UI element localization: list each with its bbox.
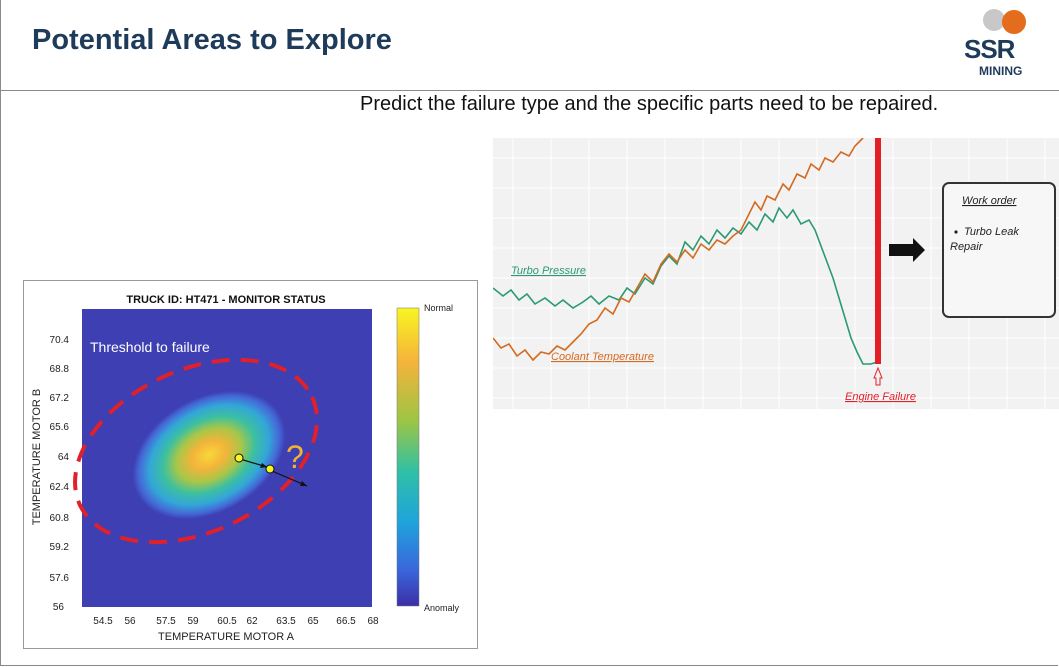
logo-text: SSR: [964, 34, 1015, 64]
x-tick: 59: [187, 616, 199, 627]
slide-subtitle: Predict the failure type and the specifi…: [360, 93, 939, 115]
coolant-temperature-line: [492, 137, 864, 362]
y-tick: 57.6: [50, 573, 70, 584]
threshold-label: Threshold to failure: [90, 339, 210, 355]
predicted-point: [265, 464, 275, 474]
logo-subtext: MINING: [979, 64, 1023, 78]
y-tick: 65.6: [50, 422, 70, 433]
engine-failure-marker: [875, 138, 881, 364]
turbo-pressure-label: Turbo Pressure: [511, 265, 586, 277]
x-tick: 63.5: [276, 616, 296, 627]
x-tick: 57.5: [156, 616, 176, 627]
x-tick: 56: [124, 616, 136, 627]
y-tick: 68.8: [50, 364, 70, 375]
trend-panel: Turbo Pressure Coolant Temperature Engin…: [492, 137, 1059, 409]
x-tick: 68: [367, 616, 379, 627]
y-axis-ticks: 70.4 68.8 67.2 65.6 64 62.4 60.8 59.2 57…: [50, 335, 70, 613]
x-tick: 60.5: [217, 616, 237, 627]
x-axis-ticks: 54.5 56 57.5 59 60.5 62 63.5 65 66.5 68: [93, 616, 379, 627]
work-order-bullet: [954, 230, 958, 234]
work-order-item: Turbo Leak Repair: [950, 226, 1019, 253]
y-tick: 60.8: [50, 513, 70, 524]
y-tick: 70.4: [50, 335, 70, 346]
colorbar-top-label: Normal: [424, 303, 453, 313]
heatmap-title: TRUCK ID: HT471 - MONITOR STATUS: [126, 294, 325, 306]
heatmap-normal-region: [132, 390, 286, 520]
x-tick: 54.5: [93, 616, 113, 627]
y-axis-label: TEMPERATURE MOTOR B: [31, 389, 43, 526]
header-divider: [0, 90, 1059, 91]
failure-up-arrow-icon: [873, 366, 883, 386]
heatmap-figure: TRUCK ID: HT471 - MONITOR STATUS Thresho…: [31, 294, 460, 643]
current-point: [234, 453, 244, 463]
work-order-box: [942, 182, 1056, 318]
work-order-title: Work order: [962, 195, 1018, 207]
y-tick: 64: [58, 452, 70, 463]
turbo-pressure-line: [492, 206, 878, 365]
y-tick: 67.2: [50, 393, 70, 404]
x-tick: 62: [246, 616, 258, 627]
threshold-ellipse: [73, 357, 319, 545]
x-tick: 66.5: [336, 616, 356, 627]
heatmap-panel: TRUCK ID: HT471 - MONITOR STATUS Thresho…: [23, 280, 478, 649]
y-tick: 56: [53, 602, 65, 613]
trend-figure: Turbo Pressure Coolant Temperature Engin…: [492, 137, 1059, 409]
coolant-temperature-label: Coolant Temperature: [551, 351, 654, 363]
x-axis-label: TEMPERATURE MOTOR A: [158, 631, 295, 643]
slide-title: Potential Areas to Explore: [32, 24, 392, 56]
colorbar: [396, 307, 420, 607]
x-tick: 65: [307, 616, 319, 627]
ssr-logo-icon: [983, 9, 1026, 34]
y-tick: 59.2: [50, 542, 70, 553]
right-arrow-icon: [889, 238, 925, 262]
engine-failure-label: Engine Failure: [845, 391, 916, 403]
colorbar-bottom-label: Anomaly: [424, 603, 460, 613]
y-tick: 62.4: [50, 482, 70, 493]
question-mark: ?: [286, 439, 304, 475]
